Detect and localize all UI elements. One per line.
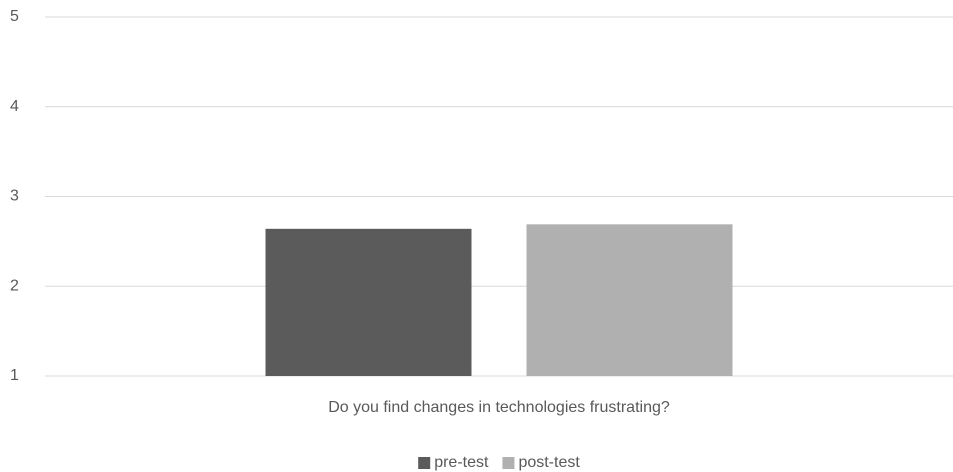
legend-label: pre-test [434, 454, 489, 471]
y-tick-label: 5 [10, 8, 19, 25]
y-tick-label: 1 [10, 367, 19, 384]
y-tick-label: 4 [10, 98, 19, 115]
x-tick-label: Do you find changes in technologies frus… [328, 399, 670, 416]
y-tick-label: 2 [10, 277, 19, 294]
bar [265, 228, 472, 376]
bar [526, 224, 733, 376]
legend-swatch [418, 457, 431, 469]
y-tick-label: 3 [10, 188, 19, 205]
legend-label: post-test [518, 454, 580, 471]
legend-swatch [502, 457, 515, 469]
